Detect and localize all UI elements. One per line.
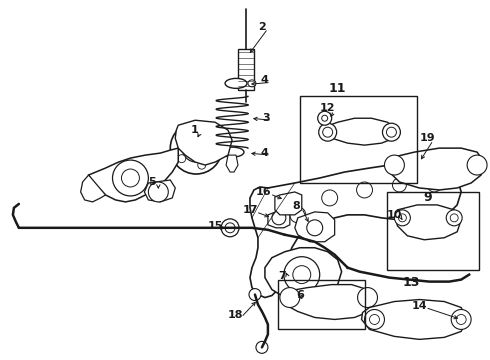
Polygon shape <box>275 192 302 215</box>
Circle shape <box>392 178 406 192</box>
Text: 18: 18 <box>227 310 243 320</box>
Circle shape <box>256 341 268 353</box>
Circle shape <box>210 144 218 152</box>
Text: 8: 8 <box>292 201 300 211</box>
Polygon shape <box>226 155 238 172</box>
Text: 9: 9 <box>423 192 432 204</box>
Circle shape <box>280 288 300 307</box>
Polygon shape <box>362 300 467 339</box>
Text: 10: 10 <box>387 210 402 220</box>
Circle shape <box>171 122 222 174</box>
Bar <box>238 49 254 90</box>
Circle shape <box>249 289 261 301</box>
Polygon shape <box>322 118 397 145</box>
Text: 14: 14 <box>412 301 427 311</box>
Circle shape <box>221 219 239 237</box>
Circle shape <box>225 223 235 233</box>
Circle shape <box>369 315 379 324</box>
Circle shape <box>456 315 466 324</box>
Polygon shape <box>295 212 335 242</box>
Ellipse shape <box>225 78 247 88</box>
Circle shape <box>450 214 458 222</box>
Circle shape <box>318 111 332 125</box>
Text: 4: 4 <box>261 75 269 85</box>
Text: 7: 7 <box>278 271 286 281</box>
Circle shape <box>322 115 328 121</box>
Circle shape <box>365 310 385 329</box>
Polygon shape <box>81 175 105 202</box>
Polygon shape <box>89 148 178 202</box>
Text: 4: 4 <box>261 148 269 158</box>
Circle shape <box>272 211 286 225</box>
Bar <box>300 96 417 183</box>
Text: 19: 19 <box>419 133 435 143</box>
Circle shape <box>358 288 377 307</box>
Polygon shape <box>265 248 342 302</box>
Polygon shape <box>145 180 175 202</box>
Text: 2: 2 <box>258 22 266 32</box>
Circle shape <box>446 210 462 226</box>
Polygon shape <box>395 205 461 240</box>
Circle shape <box>148 182 168 202</box>
Circle shape <box>293 266 311 284</box>
Text: 16: 16 <box>256 187 272 197</box>
Text: 17: 17 <box>242 205 258 215</box>
Polygon shape <box>282 285 374 319</box>
Polygon shape <box>388 148 484 190</box>
Circle shape <box>122 169 140 187</box>
Circle shape <box>198 161 206 169</box>
Circle shape <box>290 207 306 223</box>
Circle shape <box>427 178 441 192</box>
Circle shape <box>190 142 202 154</box>
Circle shape <box>383 123 400 141</box>
Bar <box>388 192 479 270</box>
Ellipse shape <box>220 147 244 157</box>
Circle shape <box>322 190 338 206</box>
Circle shape <box>307 220 323 236</box>
Polygon shape <box>268 212 290 228</box>
Circle shape <box>385 155 404 175</box>
Circle shape <box>284 257 319 293</box>
Ellipse shape <box>248 80 256 87</box>
Text: 12: 12 <box>320 103 336 113</box>
Circle shape <box>394 210 410 226</box>
Text: 15: 15 <box>207 221 223 231</box>
Text: 3: 3 <box>262 113 270 123</box>
Text: 6: 6 <box>296 289 304 300</box>
Text: 13: 13 <box>403 276 420 289</box>
Circle shape <box>467 155 487 175</box>
Text: 11: 11 <box>329 82 346 95</box>
Circle shape <box>451 310 471 329</box>
Circle shape <box>182 134 210 162</box>
Polygon shape <box>250 162 461 298</box>
Circle shape <box>387 127 396 137</box>
Circle shape <box>398 214 406 222</box>
Circle shape <box>198 127 206 135</box>
Text: 1: 1 <box>190 125 198 135</box>
Bar <box>278 280 365 329</box>
Circle shape <box>178 155 186 163</box>
Circle shape <box>178 134 186 141</box>
Circle shape <box>113 160 148 196</box>
Circle shape <box>318 123 337 141</box>
Polygon shape <box>175 120 232 165</box>
Circle shape <box>357 182 372 198</box>
Circle shape <box>323 127 333 137</box>
Text: 5: 5 <box>148 177 156 187</box>
